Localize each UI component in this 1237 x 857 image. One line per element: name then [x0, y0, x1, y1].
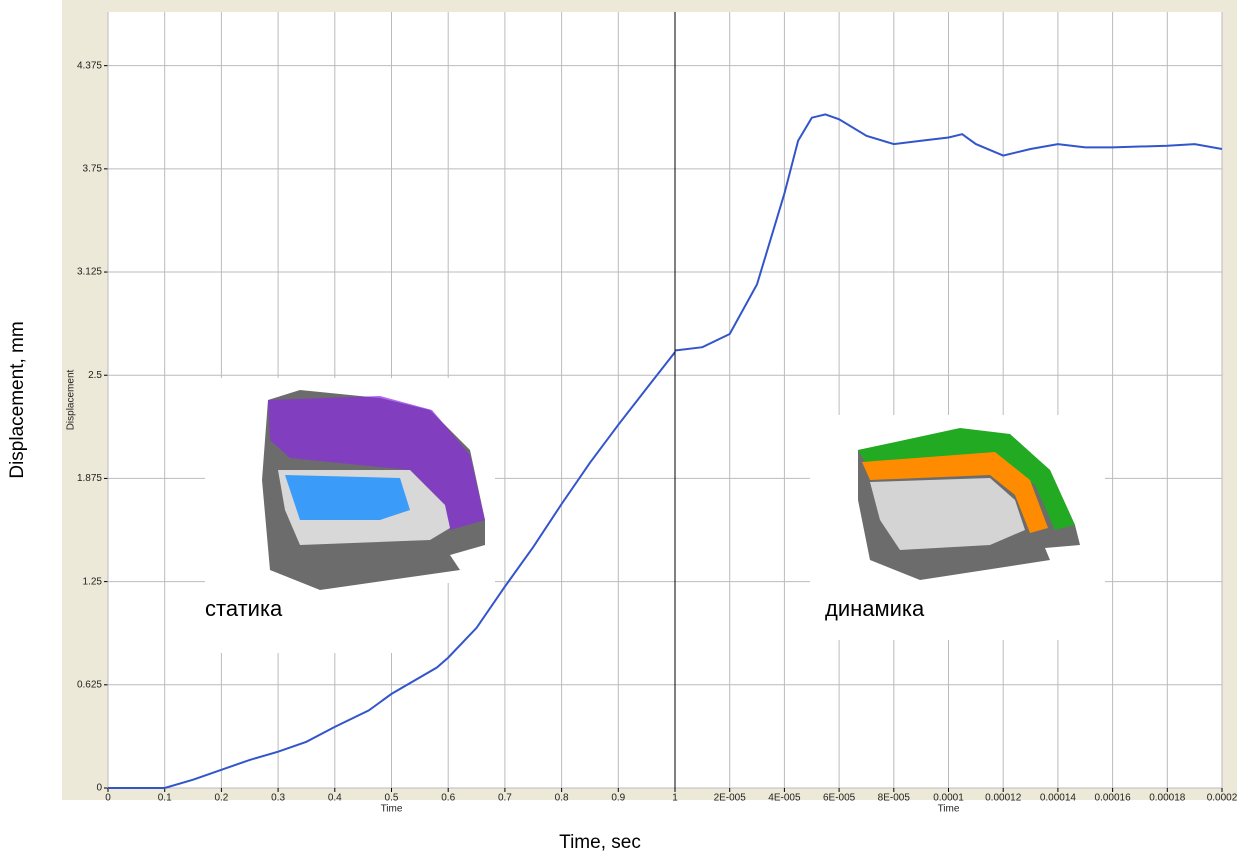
y-tick-label: 0: [96, 783, 102, 794]
y-tick-label: 3.125: [77, 267, 102, 278]
x-axis-title: Time, sec: [559, 832, 641, 853]
x-axis-label: Time: [381, 804, 403, 815]
x-tick-label: 0.00014: [1040, 793, 1077, 804]
x-tick-label: 0: [105, 793, 111, 804]
y-tick-label: 3.75: [83, 163, 103, 174]
y-tick-label: 4.375: [77, 60, 102, 71]
x-tick-label: 0.7: [498, 793, 512, 804]
annotation: динамика: [825, 596, 925, 621]
x-tick-label: 2E-005: [714, 793, 747, 804]
x-tick-label: 0.9: [611, 793, 625, 804]
y-tick-label: 0.625: [77, 679, 102, 690]
x-tick-label: 0.0001: [933, 793, 964, 804]
x-axis-label: Time: [938, 804, 960, 815]
x-tick-label: 0.4: [328, 793, 342, 804]
y-tick-label: 1.875: [77, 473, 102, 484]
y-tick-label: 2.5: [88, 370, 102, 381]
annotation: статика: [205, 596, 283, 621]
x-tick-label: 8E-005: [878, 793, 911, 804]
x-tick-label: 4E-005: [768, 793, 801, 804]
x-tick-label: 0.8: [555, 793, 569, 804]
x-tick-label: 6E-005: [823, 793, 856, 804]
y-axis-label: Displacement: [66, 369, 77, 430]
x-tick-label: 0.00016: [1095, 793, 1132, 804]
y-tick-label: 1.25: [83, 576, 103, 587]
x-tick-label: 0.00012: [985, 793, 1022, 804]
x-tick-label: 0.3: [271, 793, 285, 804]
x-tick-label: 0.00018: [1149, 793, 1186, 804]
y-axis-title: Displacement, mm: [7, 321, 28, 478]
x-tick-label: 1: [672, 793, 678, 804]
x-tick-label: 0.6: [441, 793, 455, 804]
chart: 0 0.625 1.25 1.875 2.5 3.125 3.75 4.375 0 0.1 0.2 0…: [0, 0, 1237, 857]
x-tick-label: 0.1: [158, 793, 172, 804]
x-tick-label: 0.0002: [1207, 793, 1237, 804]
x-tick-label: 0.5: [385, 793, 399, 804]
x-tick-label: 0.2: [214, 793, 228, 804]
